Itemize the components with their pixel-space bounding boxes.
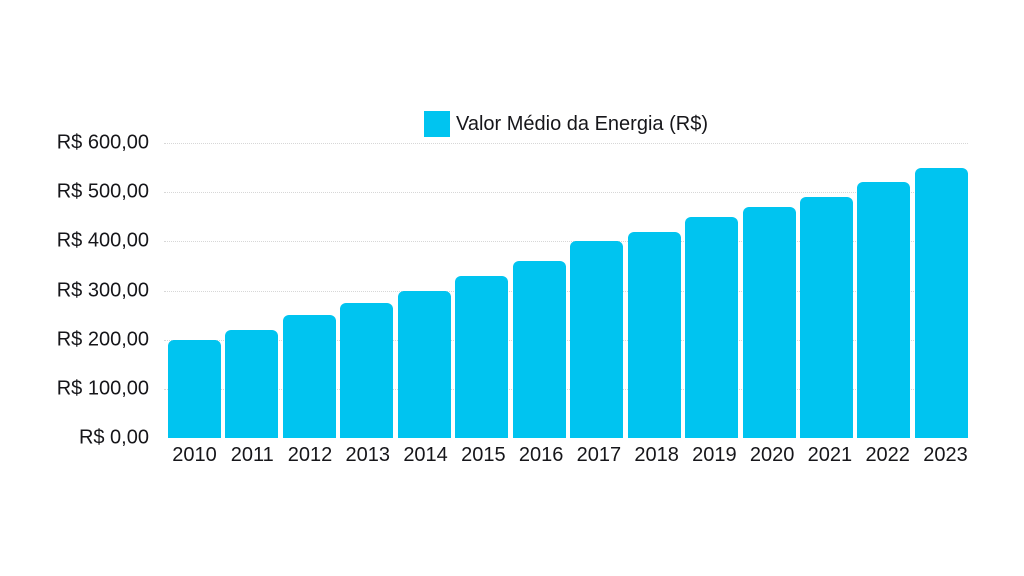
bar-2018 bbox=[627, 231, 681, 438]
x-tick-label: 2014 bbox=[403, 444, 448, 466]
y-tick-label: R$ 600,00 bbox=[56, 131, 149, 154]
x-tick-label: 2016 bbox=[518, 444, 564, 466]
y-tick-label: R$ 300,00 bbox=[56, 279, 149, 301]
bar-2012 bbox=[282, 315, 336, 438]
gridline bbox=[164, 241, 968, 243]
bar-2013 bbox=[340, 302, 394, 438]
bar-2014 bbox=[397, 290, 451, 438]
x-tick-label: 2020 bbox=[749, 444, 795, 466]
x-tick-label: 2017 bbox=[576, 444, 622, 466]
bar-2016 bbox=[512, 261, 566, 438]
bars-row bbox=[164, 143, 968, 438]
x-tick-label: 2021 bbox=[807, 444, 853, 466]
legend-label: Valor Médio da Energia (R$) bbox=[456, 112, 708, 135]
bar-2015 bbox=[455, 275, 509, 438]
gridline bbox=[164, 388, 968, 390]
x-tick-label: 2019 bbox=[692, 444, 737, 466]
bar-2020 bbox=[742, 206, 796, 438]
x-tick-label: 2011 bbox=[230, 444, 274, 466]
legend-swatch bbox=[424, 111, 450, 137]
y-tick-label: R$ 500,00 bbox=[56, 180, 149, 203]
x-tick-label: 2015 bbox=[461, 444, 506, 466]
plot-area bbox=[164, 143, 968, 438]
y-tick-label: R$ 0,00 bbox=[78, 426, 149, 449]
bar-2017 bbox=[570, 241, 624, 438]
bar-2019 bbox=[685, 216, 739, 438]
legend: Valor Médio da Energia (R$) bbox=[164, 111, 968, 137]
bar-2022 bbox=[857, 182, 911, 438]
y-axis: R$ 600,00 R$ 500,00 R$ 400,00 R$ 300,00 R$ 2… bbox=[0, 132, 149, 449]
x-tick-label: 2023 bbox=[923, 444, 968, 466]
gridline bbox=[164, 192, 968, 194]
x-tick-label: 2018 bbox=[634, 444, 679, 466]
x-tick-label: 2022 bbox=[865, 444, 910, 466]
x-tick-label: 2013 bbox=[345, 444, 391, 466]
bar-2021 bbox=[799, 197, 853, 438]
x-axis: 2010 2011 2012 2013 2014 2015 2016 2017 2018 2019… bbox=[164, 444, 972, 467]
y-tick-label: R$ 100,00 bbox=[56, 377, 149, 400]
x-tick-label: 2010 bbox=[172, 444, 217, 466]
gridline bbox=[164, 339, 968, 341]
bar-2011 bbox=[225, 329, 279, 438]
bar-2010 bbox=[168, 339, 221, 438]
gridline bbox=[164, 143, 968, 144]
bar-2023 bbox=[914, 167, 968, 438]
gridline bbox=[164, 290, 968, 292]
y-tick-label: R$ 400,00 bbox=[56, 229, 149, 252]
y-tick-label: R$ 200,00 bbox=[56, 328, 149, 351]
x-tick-label: 2012 bbox=[287, 444, 333, 466]
